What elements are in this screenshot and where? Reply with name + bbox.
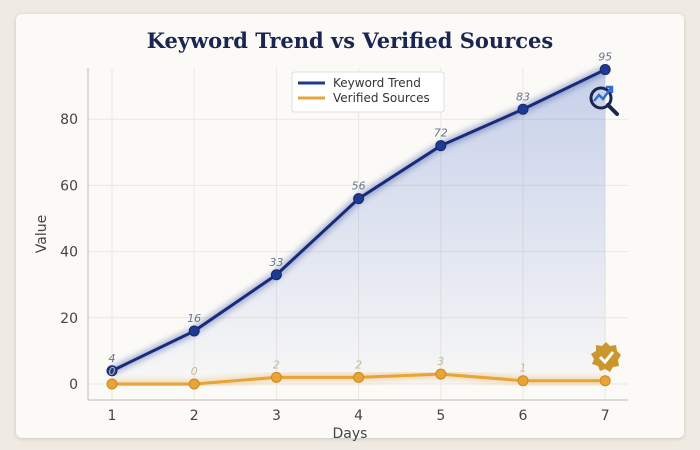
keyword-point bbox=[353, 193, 365, 205]
verified-badge-icon bbox=[591, 342, 621, 372]
keyword-point bbox=[599, 64, 611, 76]
x-tick-label: 3 bbox=[272, 408, 281, 424]
x-tick-label: 6 bbox=[519, 408, 528, 424]
verified-point bbox=[188, 378, 200, 390]
y-axis-label: Value bbox=[34, 215, 50, 253]
verified-point bbox=[270, 371, 282, 383]
keyword-data-label: 16 bbox=[187, 312, 201, 325]
trend-magnifier-icon bbox=[589, 85, 619, 116]
verified-point bbox=[517, 375, 529, 387]
verified-data-label: 3 bbox=[437, 355, 444, 368]
keyword-point bbox=[270, 269, 282, 281]
keyword-data-label: 95 bbox=[598, 51, 612, 64]
x-tick-label: 7 bbox=[601, 408, 610, 424]
verified-data-label: 2 bbox=[273, 358, 280, 371]
x-tick-label: 4 bbox=[354, 408, 363, 424]
x-tick-label: 5 bbox=[436, 408, 445, 424]
keyword-data-label: 56 bbox=[352, 180, 366, 193]
keyword-point bbox=[435, 140, 447, 152]
x-axis-label: Days bbox=[333, 426, 368, 442]
legend-label-verified: Verified Sources bbox=[333, 91, 430, 105]
y-tick-label: 0 bbox=[69, 377, 78, 393]
chart-title: Keyword Trend vs Verified Sources bbox=[146, 28, 554, 53]
x-tick-label: 2 bbox=[190, 408, 199, 424]
verified-data-label: 0 bbox=[109, 365, 116, 378]
keyword-point bbox=[106, 365, 118, 377]
verified-data-label: 1 bbox=[520, 362, 527, 375]
verified-point bbox=[435, 368, 447, 380]
y-tick-label: 20 bbox=[60, 311, 78, 327]
verified-point bbox=[106, 378, 118, 390]
x-tick-label: 1 bbox=[108, 408, 117, 424]
y-tick-label: 40 bbox=[60, 245, 78, 261]
verified-data-label: 2 bbox=[355, 358, 362, 371]
verified-point bbox=[599, 375, 611, 387]
legend: Keyword Trend Verified Sources bbox=[291, 71, 445, 113]
y-tick-label: 60 bbox=[60, 178, 78, 194]
verified-point bbox=[353, 371, 365, 383]
keyword-data-label: 83 bbox=[516, 90, 530, 103]
y-tick-label: 80 bbox=[60, 112, 78, 128]
keyword-data-label: 72 bbox=[434, 127, 448, 140]
keyword-point bbox=[188, 325, 200, 337]
verified-data-label: 0 bbox=[191, 365, 198, 378]
keyword-data-label: 33 bbox=[269, 256, 283, 269]
keyword-point bbox=[517, 103, 529, 115]
legend-label-keyword: Keyword Trend bbox=[333, 76, 421, 90]
keyword-data-label: 4 bbox=[109, 352, 116, 365]
